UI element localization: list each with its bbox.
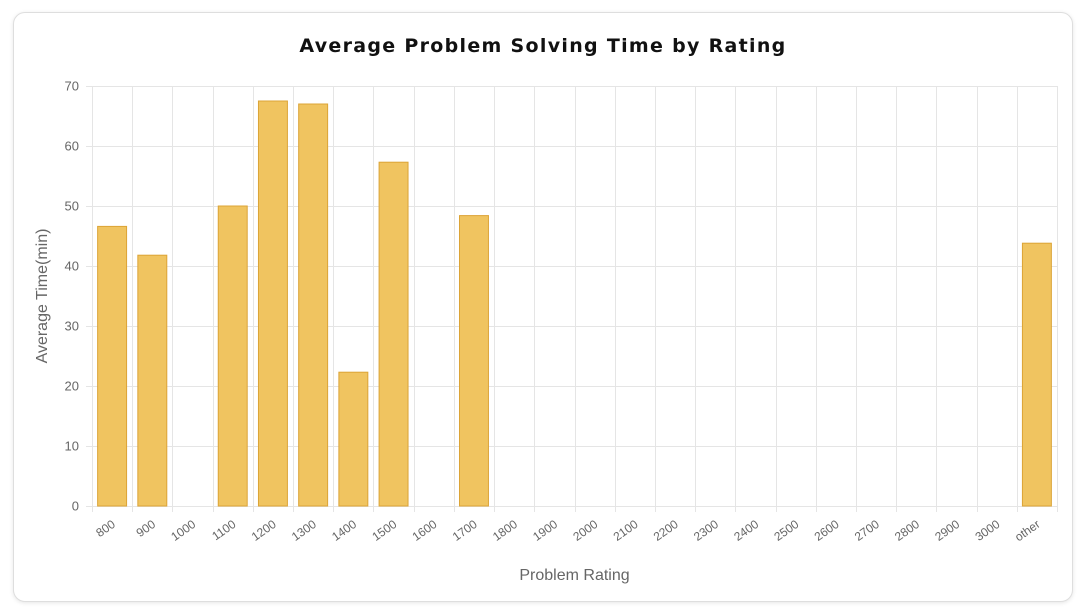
y-tick-label: 10 [65, 439, 79, 454]
x-tick-label: 800 [93, 517, 118, 540]
y-tick-label: 40 [65, 259, 79, 274]
grid [86, 86, 1058, 512]
x-tick-label: 2100 [611, 517, 641, 544]
x-tick-label: 2600 [812, 517, 842, 544]
y-tick-label: 70 [65, 79, 79, 94]
chart-card: Average Problem Solving Time by Rating 0… [13, 12, 1073, 602]
y-axis-title: Average Time(min) [34, 229, 51, 364]
y-tick-label: 30 [65, 319, 79, 334]
bar-other[interactable] [1021, 242, 1052, 507]
x-tick-label: 2200 [651, 517, 681, 544]
x-tick-label: 1400 [329, 517, 359, 544]
bar-800[interactable] [97, 225, 128, 507]
bar-1700[interactable] [459, 215, 489, 507]
x-axis-title: Problem Rating [519, 567, 629, 584]
x-tick-label: 2700 [852, 517, 882, 544]
bar-1100[interactable] [217, 205, 248, 507]
x-tick-label: 1000 [168, 517, 198, 544]
x-tick-label: 2900 [932, 517, 962, 544]
x-tick-label: 2000 [570, 517, 600, 544]
chart-title: Average Problem Solving Time by Rating [299, 35, 787, 57]
x-tick-label: 900 [134, 517, 159, 540]
x-tick-label: 1600 [410, 517, 440, 544]
x-tick-label: 1900 [530, 517, 560, 544]
x-tick-label: other [1012, 517, 1042, 544]
bars [97, 100, 1052, 507]
bar-1500[interactable] [378, 161, 409, 507]
x-tick-label: 2500 [771, 517, 801, 544]
y-tick-label: 60 [65, 139, 79, 154]
x-tick-label: 3000 [973, 517, 1003, 544]
x-tick-label: 2800 [892, 517, 922, 544]
y-tick-label: 20 [65, 379, 79, 394]
bar-1400[interactable] [338, 371, 369, 507]
x-tick-label: 2400 [731, 517, 761, 544]
bar-1300[interactable] [298, 103, 329, 507]
x-tick-label: 2300 [691, 517, 721, 544]
bar-1200[interactable] [257, 100, 288, 507]
y-tick-label: 0 [72, 499, 79, 514]
x-tick-label: 1300 [289, 517, 319, 544]
x-axis-ticks: 800 900 1000 1100 1200 1300 1400 1500 1600 1700 18… [93, 517, 1042, 544]
y-axis-ticks: 0 10 20 30 40 50 60 70 [65, 79, 79, 514]
x-tick-label: 1700 [450, 517, 480, 544]
y-tick-label: 50 [65, 199, 79, 214]
x-tick-label: 1200 [249, 517, 279, 544]
bar-900[interactable] [137, 254, 168, 507]
x-tick-label: 1500 [369, 517, 399, 544]
bar-chart: 0 10 20 30 40 50 60 70 800 900 1000 1100 1200 1300 14… [34, 79, 1058, 584]
x-tick-label: 1800 [490, 517, 520, 544]
x-tick-label: 1100 [209, 517, 238, 543]
